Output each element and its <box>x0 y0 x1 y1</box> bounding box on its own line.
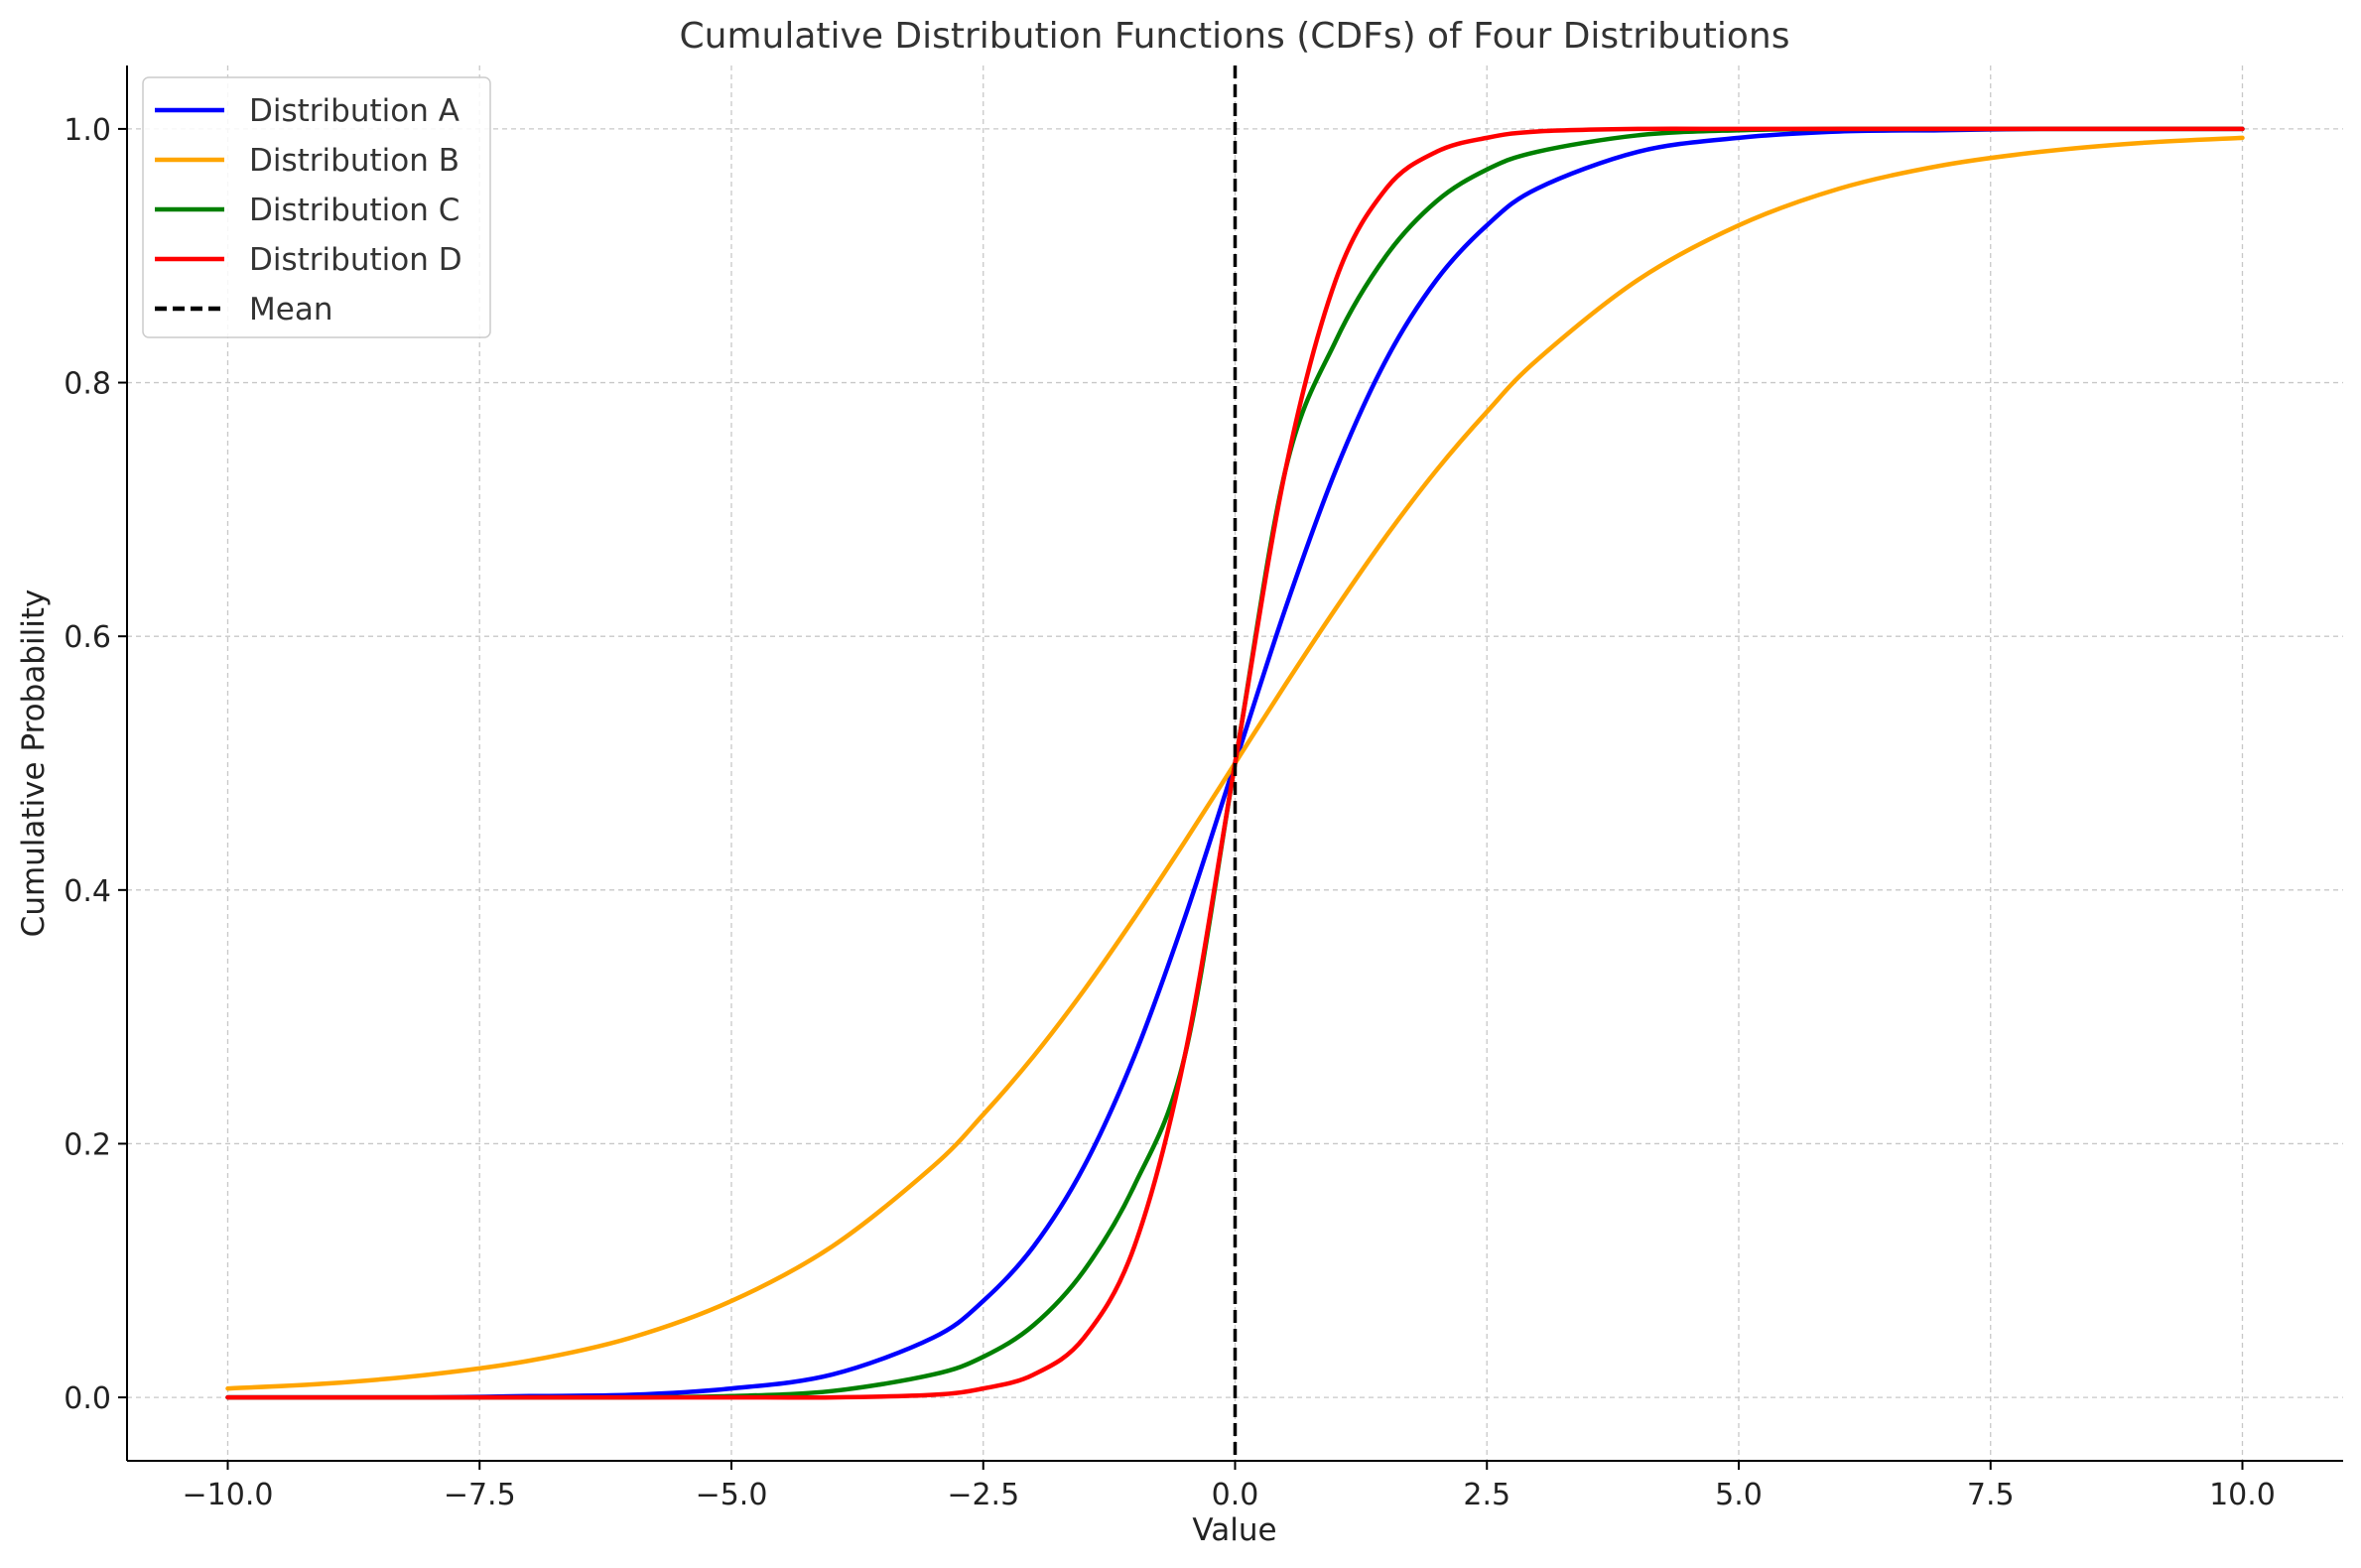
x-tick-label: 5.0 <box>1715 1478 1763 1512</box>
legend-label-mean: Mean <box>249 292 332 327</box>
x-tick-label: 2.5 <box>1463 1478 1510 1512</box>
legend: Distribution A Distribution B Distribution… <box>142 76 491 338</box>
legend-items: Distribution A Distribution B Distribution… <box>155 93 462 327</box>
x-tick-label: −10.0 <box>183 1478 274 1512</box>
legend-label-distribution-c: Distribution C <box>249 193 459 228</box>
x-tick-label: −5.0 <box>696 1478 768 1512</box>
legend-label-distribution-d: Distribution D <box>249 242 462 278</box>
y-tick-label: 0.4 <box>64 874 111 909</box>
y-tick-label: 0.8 <box>64 367 111 402</box>
x-tick-label: −7.5 <box>444 1478 516 1512</box>
x-tick-label: 0.0 <box>1212 1478 1259 1512</box>
legend-label-distribution-a: Distribution A <box>249 93 459 129</box>
y-tick-label: 0.6 <box>64 620 111 655</box>
y-tick-label: 0.0 <box>64 1381 111 1416</box>
chart-title: Cumulative Distribution Functions (CDFs)… <box>680 16 1790 57</box>
x-tick-label: −2.5 <box>947 1478 1019 1512</box>
x-tick-label: 7.5 <box>1967 1478 2015 1512</box>
y-tick-label: 1.0 <box>64 113 111 148</box>
y-axis-label: Cumulative Probability <box>16 589 52 938</box>
tick-labels: −10.0 −7.5 −5.0 −2.5 0.0 2.5 5.0 7.5 10.0 0.0 0.2 0… <box>64 113 2276 1512</box>
x-tick-label: 10.0 <box>2209 1478 2276 1512</box>
legend-box <box>142 76 491 338</box>
x-axis-label: Value <box>1192 1512 1276 1548</box>
y-tick-label: 0.2 <box>64 1127 111 1162</box>
legend-label-distribution-b: Distribution B <box>249 143 459 179</box>
